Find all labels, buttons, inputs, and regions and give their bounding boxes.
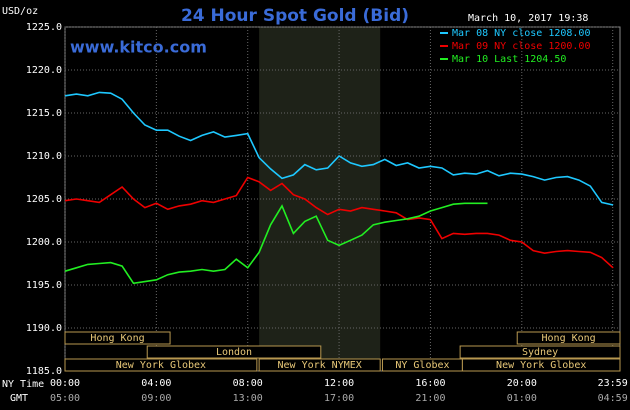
session-bar bbox=[459, 345, 621, 359]
session-bar bbox=[64, 358, 258, 372]
y-tick-label: 1215.0 bbox=[26, 108, 62, 119]
y-tick-label: 1225.0 bbox=[26, 22, 62, 33]
x-tick-label: 20:00 bbox=[507, 378, 537, 389]
session-label: NY Globex bbox=[395, 360, 449, 371]
session-label: Sydney bbox=[522, 347, 558, 358]
x2-tick-label: 09:00 bbox=[141, 393, 171, 404]
session-bar bbox=[516, 331, 621, 345]
legend-label: Mar 09 NY close 1200.00 bbox=[452, 41, 590, 52]
x-tick-label: 23:59 bbox=[598, 378, 628, 389]
session-bar bbox=[258, 358, 381, 372]
session-label: New York NYMEX bbox=[278, 360, 362, 371]
x2-tick-label: 05:00 bbox=[50, 393, 80, 404]
session-label: New York Globex bbox=[116, 360, 206, 371]
x-tick-label: 04:00 bbox=[141, 378, 171, 389]
site-url: www.kitco.com bbox=[70, 38, 207, 57]
x2-tick-label: 01:00 bbox=[507, 393, 537, 404]
y-tick-label: 1200.0 bbox=[26, 237, 62, 248]
session-label: London bbox=[216, 347, 252, 358]
y-tick-label: 1205.0 bbox=[26, 194, 62, 205]
session-bar bbox=[64, 331, 171, 345]
x2-tick-label: 17:00 bbox=[324, 393, 354, 404]
y-tick-label: 1220.0 bbox=[26, 65, 62, 76]
y-tick-label: 1195.0 bbox=[26, 280, 62, 291]
x2-row-label: GMT bbox=[10, 393, 28, 404]
legend-label: Mar 10 Last 1204.50 bbox=[452, 54, 566, 65]
x-row-label: NY Time bbox=[2, 379, 44, 390]
session-label: New York Globex bbox=[496, 360, 586, 371]
x-tick-label: 00:00 bbox=[50, 378, 80, 389]
session-label: Hong Kong bbox=[90, 333, 144, 344]
y-tick-label: 1210.0 bbox=[26, 151, 62, 162]
session-bar bbox=[461, 358, 621, 372]
series-line bbox=[64, 176, 614, 269]
series-line bbox=[64, 202, 488, 285]
session-shade bbox=[259, 27, 381, 371]
y-tick-label: 1190.0 bbox=[26, 323, 62, 334]
chart-title: 24 Hour Spot Gold (Bid) bbox=[181, 6, 409, 26]
session-bar bbox=[146, 345, 322, 359]
y-axis-label: USD/oz bbox=[2, 6, 38, 17]
y-tick-label: 1185.0 bbox=[26, 366, 62, 377]
legend-label: Mar 08 NY close 1208.00 bbox=[452, 28, 590, 39]
x-tick-label: 12:00 bbox=[324, 378, 354, 389]
x2-tick-label: 13:00 bbox=[233, 393, 263, 404]
x2-tick-label: 21:00 bbox=[415, 393, 445, 404]
series-line bbox=[64, 91, 614, 206]
x-tick-label: 16:00 bbox=[415, 378, 445, 389]
x2-tick-label: 04:59 bbox=[598, 393, 628, 404]
x-tick-label: 08:00 bbox=[233, 378, 263, 389]
session-label: Hong Kong bbox=[542, 333, 596, 344]
timestamp: March 10, 2017 19:38 bbox=[468, 13, 588, 24]
